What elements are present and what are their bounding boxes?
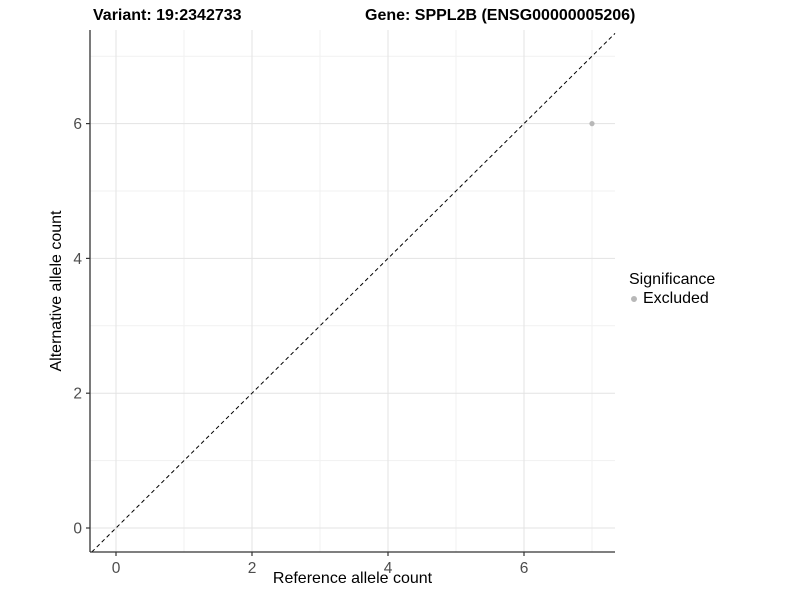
excluded-point-icon — [631, 296, 637, 302]
legend-item-label: Excluded — [643, 290, 709, 307]
legend-title: Significance — [629, 271, 716, 288]
y-tick-label: 4 — [73, 251, 82, 268]
x-tick-label: 0 — [112, 560, 121, 577]
x-tick-label: 6 — [520, 560, 529, 577]
gene-title: Gene: SPPL2B (ENSG00000005206) — [365, 7, 636, 24]
data-point — [589, 121, 595, 127]
identity-line — [91, 33, 616, 553]
y-tick-label: 2 — [73, 386, 82, 403]
y-tick-label: 0 — [73, 521, 82, 538]
legend: Significance Excluded — [629, 271, 715, 308]
x-tick-label: 2 — [248, 560, 257, 577]
x-axis-title: Reference allele count — [272, 570, 433, 587]
x-tick-label: 4 — [384, 560, 393, 577]
y-axis-title: Alternative allele count — [48, 210, 65, 372]
legend-item-excluded: Excluded — [629, 290, 715, 308]
variant-title: Variant: 19:2342733 — [93, 7, 242, 24]
y-tick-label: 6 — [73, 116, 82, 133]
